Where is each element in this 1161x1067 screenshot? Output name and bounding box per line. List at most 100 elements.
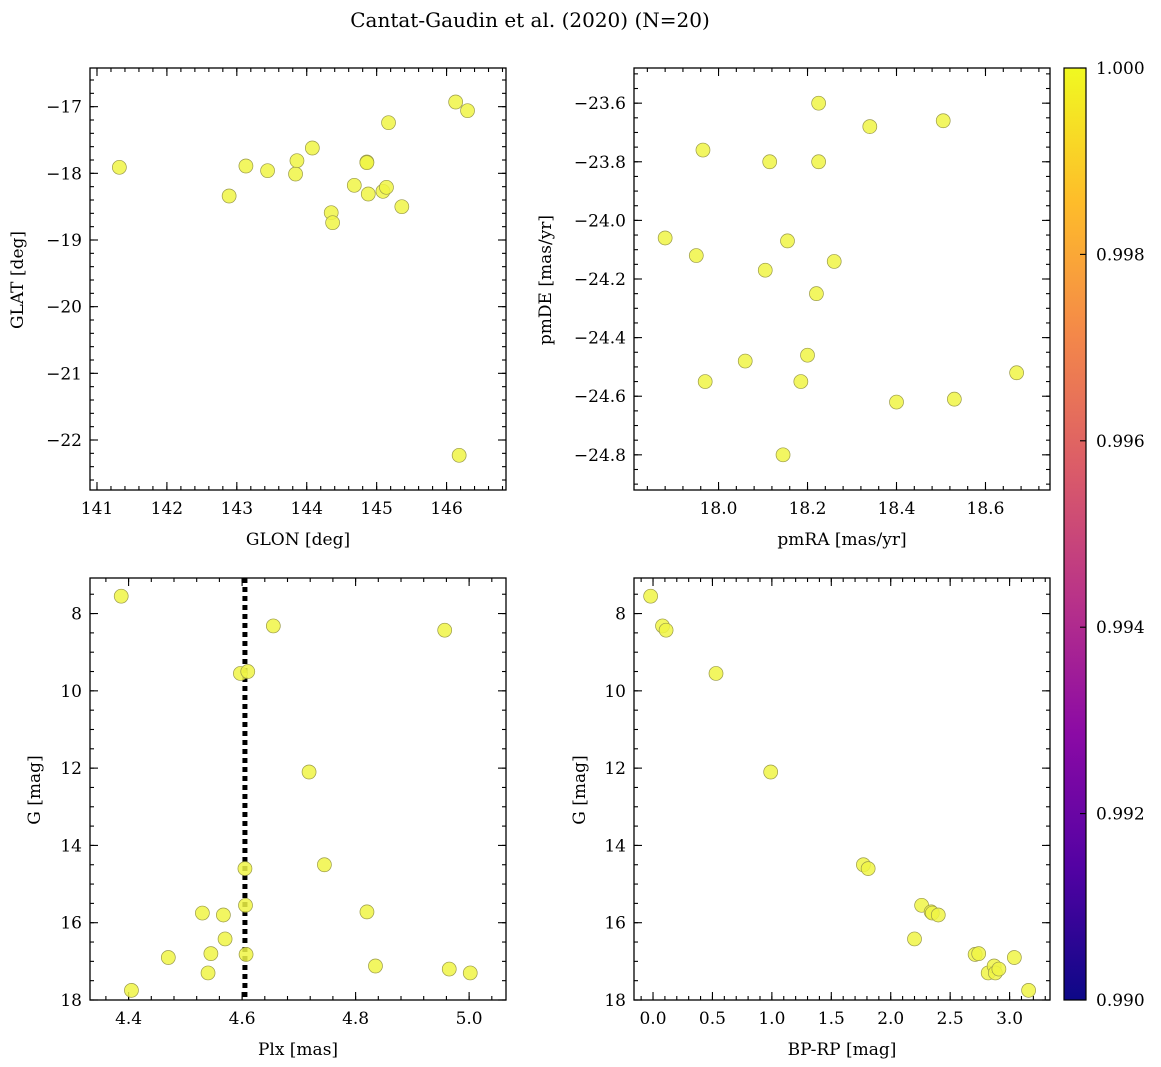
colorbar: 0.990 0.992 0.994 0.996 0.998 1.000 <box>1063 59 1145 1011</box>
data-point <box>112 159 127 175</box>
data-point <box>260 163 275 179</box>
data-point <box>288 166 303 182</box>
y-tick-label: −23.8 <box>574 153 626 173</box>
data-point <box>216 907 231 923</box>
panel-color-magnitude: BP-RP [mag] G [mag] 0.0 0.5 1.0 1.5 2.0 2.5 3.… <box>570 577 1051 1060</box>
data-point <box>930 907 946 923</box>
x-tick-label: 2.0 <box>877 1009 904 1029</box>
data-point <box>946 391 962 407</box>
data-point <box>935 113 951 129</box>
data-point <box>238 897 253 913</box>
data-point <box>762 154 778 170</box>
data-point <box>800 347 815 363</box>
data-point <box>448 94 464 110</box>
x-tick-label: 3.0 <box>996 1009 1023 1029</box>
data-point <box>1009 365 1024 381</box>
panel-parallax: Plx [mas] G [mag] 4.4 4.6 4.8 5.0 8 10 12 14 16 1… <box>25 577 507 1060</box>
y-tick-label: −24.2 <box>574 270 626 290</box>
x-tick-label: 142 <box>151 499 183 519</box>
data-point <box>1006 950 1022 965</box>
axes-frame <box>89 67 507 491</box>
panel-proper-motion: pmRA [mas/yr] pmDE [mas/yr] 18.0 18.2 18.4… <box>536 67 1051 550</box>
figure-title: Cantat-Gaudin et al. (2020) (N=20) <box>350 8 710 32</box>
y-tick-label: −24.0 <box>574 211 626 231</box>
data-point <box>697 374 713 389</box>
x-axis-label: GLON [deg] <box>246 530 350 550</box>
x-tick-label: 1.0 <box>758 1009 785 1029</box>
data-point <box>394 199 410 215</box>
colorbar-tick-label: 0.994 <box>1096 618 1145 638</box>
data-point <box>200 965 216 981</box>
data-point <box>971 946 987 961</box>
data-point <box>441 961 457 977</box>
x-tick-label: 143 <box>221 499 253 519</box>
x-tick-label: 18.2 <box>789 499 827 519</box>
data-point <box>301 764 317 780</box>
data-point <box>289 153 305 169</box>
data-point <box>811 95 826 111</box>
x-tick-label: 5.0 <box>456 1009 483 1029</box>
data-point <box>238 947 254 962</box>
data-point <box>359 155 375 171</box>
y-axis-label: GLAT [deg] <box>8 231 28 329</box>
data-point <box>379 179 394 195</box>
x-tick-label: 144 <box>291 499 323 519</box>
y-tick-label: 10 <box>60 682 82 702</box>
x-tick-label: 0.5 <box>699 1009 726 1029</box>
data-point <box>203 946 219 961</box>
axes-frame <box>633 577 1051 1001</box>
colorbar-tick-label: 0.998 <box>1096 245 1145 265</box>
data-point <box>237 861 253 876</box>
y-tick-label: −19 <box>46 231 82 251</box>
data-point <box>325 215 340 231</box>
data-point <box>907 931 922 947</box>
data-point <box>451 447 467 463</box>
y-tick-label: 16 <box>604 914 626 934</box>
x-tick-label: 2.5 <box>937 1009 964 1029</box>
data-point <box>695 142 711 158</box>
data-point <box>460 103 475 119</box>
data-point <box>809 286 824 302</box>
x-tick-label: 18.0 <box>700 499 738 519</box>
y-tick-label: 8 <box>615 605 626 625</box>
data-point <box>737 353 753 369</box>
y-tick-label: −24.6 <box>574 387 626 407</box>
y-tick-label: 18 <box>604 991 626 1011</box>
data-point <box>688 248 704 263</box>
x-tick-label: 4.8 <box>342 1009 369 1029</box>
x-axis-label: BP-RP [mag] <box>788 1040 897 1060</box>
x-tick-label: 18.6 <box>967 499 1005 519</box>
x-tick-label: 4.6 <box>229 1009 256 1029</box>
data-point <box>346 177 362 193</box>
data-point <box>1021 982 1036 998</box>
data-point <box>775 447 791 463</box>
y-tick-label: −23.6 <box>574 94 626 114</box>
data-point <box>195 905 210 921</box>
colorbar-tick-label: 0.996 <box>1096 432 1145 452</box>
data-point <box>763 764 779 780</box>
data-point <box>437 622 453 638</box>
y-tick-label: 14 <box>60 836 82 856</box>
y-tick-label: 10 <box>604 682 626 702</box>
y-tick-label: −18 <box>46 164 82 184</box>
x-tick-label: 4.4 <box>115 1009 142 1029</box>
y-tick-label: 16 <box>60 914 82 934</box>
data-point <box>657 230 673 246</box>
data-point <box>217 931 233 947</box>
data-point <box>160 950 176 965</box>
panel-position: GLON [deg] GLAT [deg] 141 142 143 144 145 146… <box>8 67 507 550</box>
y-tick-label: 18 <box>60 991 82 1011</box>
x-tick-label: 18.4 <box>878 499 916 519</box>
data-point <box>240 664 256 679</box>
data-point <box>811 154 826 170</box>
data-point <box>221 188 237 204</box>
x-tick-label: 141 <box>81 499 113 519</box>
data-point <box>462 965 478 981</box>
y-tick-label: −20 <box>46 298 82 318</box>
data-point <box>643 588 658 604</box>
data-point <box>708 666 724 681</box>
y-tick-label: −17 <box>46 98 82 118</box>
axes-frame <box>89 577 507 1001</box>
y-tick-label: 12 <box>604 759 626 779</box>
